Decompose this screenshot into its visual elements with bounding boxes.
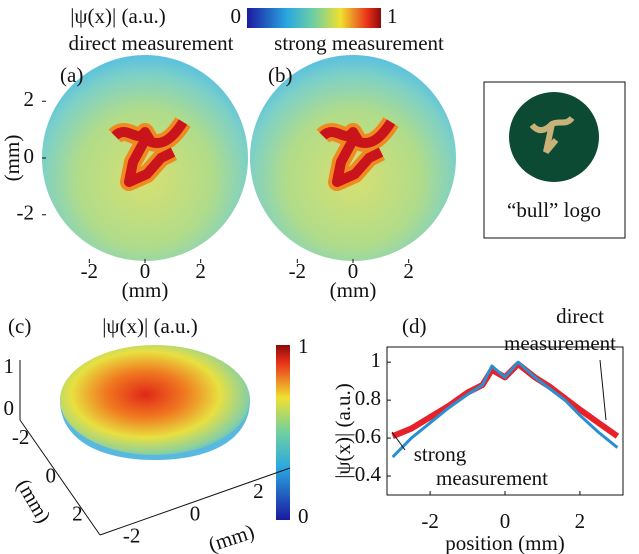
colorbar [247, 8, 381, 28]
panel-title: direct measurement [68, 31, 233, 55]
x-tick-label: 2 [253, 479, 264, 503]
x-tick-label: 0 [348, 259, 359, 283]
x-tick-label: -2 [123, 524, 141, 548]
bull-shape [111, 119, 188, 187]
series-label: strong [414, 442, 467, 466]
z-tick-label: 1 [4, 354, 15, 378]
logo-bull [529, 115, 575, 154]
x-tick-label: -2 [289, 259, 307, 283]
colorbar-tick-label: 1 [298, 334, 309, 358]
panel-title: |ψ(x)| (a.u.) [102, 314, 198, 338]
colorbar-tick-label: 0 [231, 4, 242, 28]
x-axis-label: position (mm) [445, 531, 565, 554]
x-tick-label: 2 [403, 259, 414, 283]
surface [60, 345, 250, 455]
panel-label: (b) [268, 63, 293, 87]
axis-line [19, 419, 101, 536]
logo [509, 92, 599, 182]
bull-shape [319, 119, 396, 187]
x-tick-label: 0 [190, 501, 201, 525]
y-tick-label: 0 [24, 144, 35, 168]
colorbar-tick-label: 0 [298, 504, 309, 528]
x-tick-label: -2 [421, 509, 439, 533]
y-tick-label: 0.4 [355, 462, 382, 486]
panel-label: (d) [402, 314, 427, 338]
y-tick-label: 0 [46, 463, 57, 487]
y-axis-label: (mm) [0, 135, 24, 182]
x-tick-label: 2 [195, 259, 206, 283]
x-tick-label: -2 [81, 259, 99, 283]
y-axis-label: |ψ(x)| (a.u.) [331, 383, 355, 479]
colorbar [276, 345, 290, 520]
y-tick-label: 1 [371, 348, 382, 372]
colorbar-label: |ψ(x)| (a.u.) [70, 4, 166, 28]
series-label: direct [556, 304, 604, 328]
y-tick-label: 2 [72, 502, 83, 526]
y-tick-label: -2 [12, 425, 30, 449]
logo-caption: “bull” logo [507, 198, 601, 222]
series-label: measurement [504, 331, 616, 355]
y-tick-label: -2 [17, 201, 35, 225]
x-axis-label: (mm) [205, 519, 257, 554]
y-tick-label: 0.6 [355, 424, 381, 448]
leader-line [599, 359, 607, 421]
x-tick-label: 0 [140, 259, 151, 283]
leader-line [391, 431, 406, 451]
y-tick-label: 0.8 [355, 386, 381, 410]
x-tick-label: 2 [575, 509, 586, 533]
x-tick-label: 0 [500, 509, 511, 533]
panel-label: (c) [8, 314, 31, 338]
series-label: measurement [436, 466, 548, 490]
panel-title: strong measurement [274, 31, 444, 55]
x-axis-label: (mm) [122, 278, 169, 302]
colorbar-tick-label: 1 [387, 4, 398, 28]
panel-label: (a) [60, 63, 83, 87]
y-tick-label: 2 [24, 87, 35, 111]
axis-line [99, 467, 291, 536]
series-line [391, 360, 619, 459]
z-tick-label: 0 [4, 396, 15, 420]
x-axis-label: (mm) [330, 278, 377, 302]
